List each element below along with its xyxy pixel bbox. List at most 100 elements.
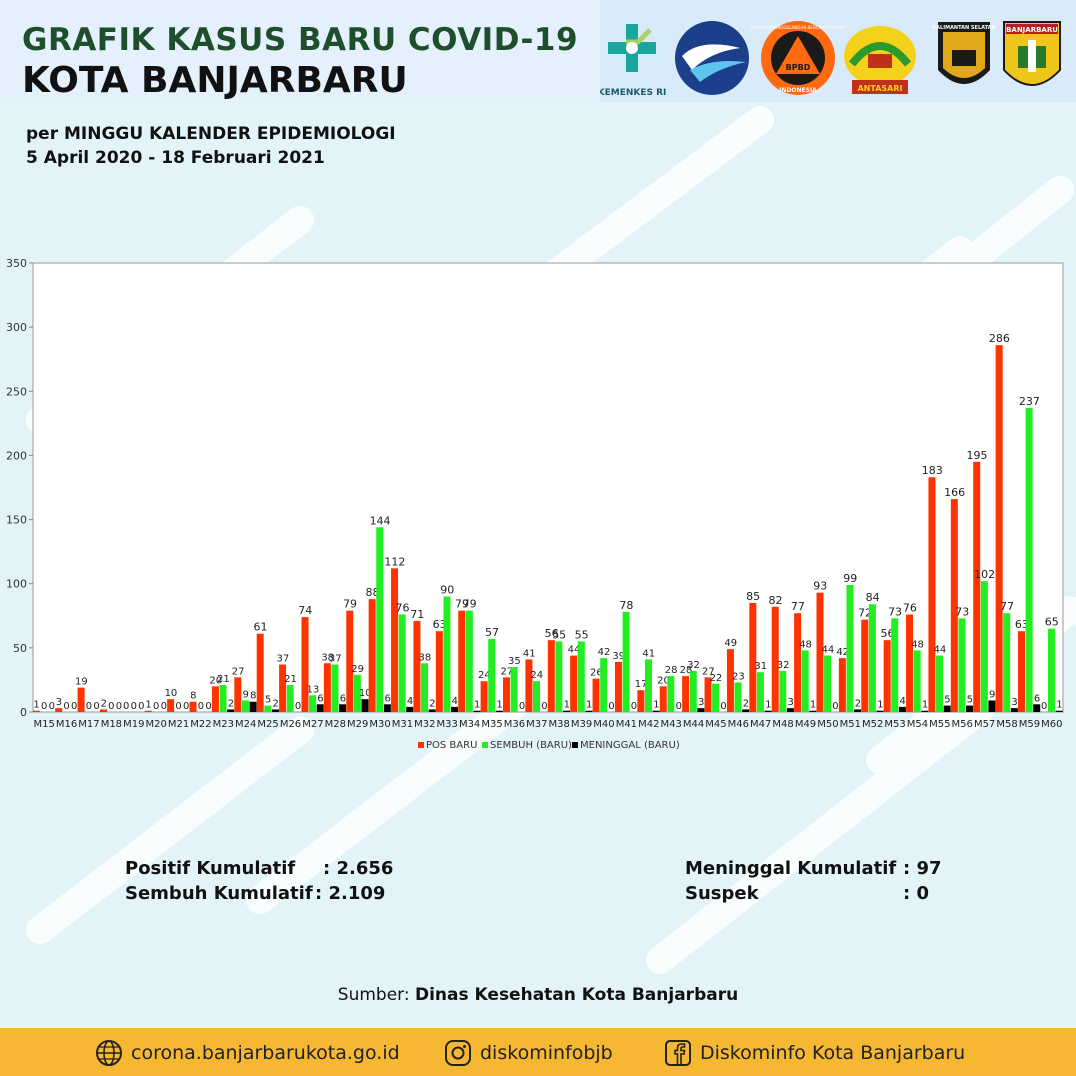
data-label: 6 [1034, 693, 1040, 704]
data-label: 27 [702, 666, 715, 677]
data-label: 65 [1045, 616, 1059, 629]
bpbd-label: BPBD [786, 63, 811, 72]
stat-meninggal: Meninggal Kumulatif: 97 [685, 858, 942, 879]
bar-0 [637, 690, 645, 712]
kemenkes-logo: KEMENKES RI [600, 24, 666, 98]
data-label: 44 [933, 645, 946, 656]
x-tick-label: M39 [571, 719, 592, 730]
x-tick-label: M31 [392, 719, 413, 730]
bar-2 [921, 710, 929, 712]
y-tick-label: 250 [6, 385, 27, 398]
data-label: 0 [198, 701, 204, 712]
data-label: 73 [955, 605, 969, 618]
x-tick-label: M16 [56, 719, 77, 730]
bar-0 [458, 610, 466, 712]
data-label: 28 [680, 665, 693, 676]
data-label: 55 [575, 628, 589, 641]
bar-1 [779, 670, 787, 712]
bar-0 [55, 708, 63, 712]
data-label: 0 [205, 701, 211, 712]
bar-1 [712, 683, 720, 712]
bar-1 [622, 611, 630, 712]
x-tick-label: M45 [705, 719, 726, 730]
y-tick-label: 200 [6, 449, 27, 462]
data-label: 56 [545, 627, 559, 640]
bar-2 [764, 710, 772, 712]
x-tick-label: M43 [660, 719, 681, 730]
footer-instagram[interactable]: diskominfobjb [444, 1038, 613, 1068]
stat-meninggal-value: : 97 [903, 858, 942, 879]
data-label: 0 [832, 701, 838, 712]
data-label: 74 [298, 604, 312, 617]
data-label: 0 [541, 701, 547, 712]
bar-2 [339, 704, 347, 712]
bar-0 [391, 568, 399, 712]
bar-0 [749, 602, 757, 712]
data-label: 2 [743, 698, 749, 709]
stat-suspek-label: Suspek [685, 883, 759, 904]
bar-0 [704, 677, 712, 712]
data-label: 10 [165, 688, 178, 699]
polda-logo: KALIMANTAN SELATAN [932, 22, 996, 84]
bar-0 [368, 599, 376, 712]
x-tick-label: M19 [123, 719, 144, 730]
x-tick-label: M55 [929, 719, 950, 730]
x-tick-label: M15 [34, 719, 55, 730]
data-label: 4 [407, 696, 413, 707]
bar-2 [361, 699, 369, 712]
data-label: 8 [190, 691, 196, 702]
data-label: 13 [307, 684, 320, 695]
bar-1 [264, 705, 272, 712]
data-label: 0 [295, 701, 301, 712]
footer-website[interactable]: corona.banjarbarukota.go.id [95, 1038, 400, 1068]
subtitle-period-type: per MINGGU KALENDER EPIDEMIOLOGI [26, 124, 396, 144]
data-label: 88 [365, 586, 379, 599]
bar-2 [316, 704, 324, 712]
data-label: 41 [642, 648, 655, 659]
legend-swatch [572, 742, 578, 748]
bar-2 [943, 705, 951, 712]
x-tick-label: M54 [907, 719, 928, 730]
x-tick-label: M44 [683, 719, 704, 730]
data-label: 84 [866, 591, 880, 604]
bar-2 [383, 704, 391, 712]
data-label: 39 [612, 651, 625, 662]
source-name: Dinas Kesehatan Kota Banjarbaru [414, 985, 739, 1005]
bar-0 [861, 619, 869, 712]
data-label: 195 [967, 449, 988, 462]
footer-facebook[interactable]: Diskominfo Kota Banjarbaru [664, 1038, 965, 1068]
data-label: 1 [33, 700, 39, 711]
data-label: 35 [508, 656, 521, 667]
bar-0 [503, 677, 511, 712]
data-label: 38 [418, 652, 431, 663]
legend-label: POS BARU [426, 740, 477, 751]
x-tick-label: M23 [213, 719, 234, 730]
page-title-city: KOTA BANJARBARU [22, 60, 408, 101]
data-label: 0 [93, 701, 99, 712]
data-label: 10 [359, 688, 372, 699]
bar-1 [465, 610, 473, 712]
bar-1 [398, 614, 406, 712]
antasari-logo: ANTASARI [844, 26, 916, 94]
stat-sembuh: Sembuh Kumulatif: 2.109 [125, 883, 385, 904]
bar-1 [980, 581, 988, 712]
data-label: 20 [657, 675, 670, 686]
stat-suspek: Suspek: 0 [685, 883, 929, 904]
bar-1 [667, 676, 675, 712]
data-label: 63 [1015, 618, 1029, 631]
data-label: 4 [899, 696, 905, 707]
data-label: 9 [243, 689, 249, 700]
x-tick-label: M20 [145, 719, 166, 730]
bar-0 [995, 345, 1003, 712]
data-label: 1 [877, 700, 883, 711]
bar-0 [435, 631, 443, 712]
x-tick-label: M38 [549, 719, 570, 730]
data-label: 0 [41, 701, 47, 712]
bar-0 [301, 617, 309, 712]
stat-sembuh-label: Sembuh Kumulatif [125, 883, 313, 904]
bar-1 [286, 685, 294, 712]
data-label: 79 [463, 598, 477, 611]
data-label: 90 [440, 584, 454, 597]
bar-2 [271, 709, 279, 712]
data-label: 1 [496, 700, 502, 711]
